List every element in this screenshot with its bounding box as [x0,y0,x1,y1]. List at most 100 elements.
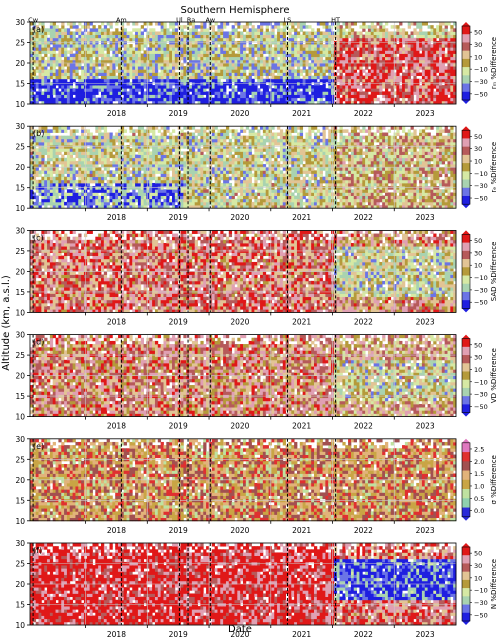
heatmap-cell [192,189,195,193]
heatmap-cell [374,79,377,83]
heatmap-cell [118,142,121,146]
heatmap-cell [166,170,169,174]
heatmap-cell [439,88,442,92]
heatmap-cell [436,91,439,95]
heatmap-cell [388,47,391,51]
heatmap-cell [169,167,172,171]
heatmap-cell [75,170,78,174]
heatmap-cell [118,38,121,42]
heatmap-cell [382,25,385,29]
heatmap-cell [129,88,132,92]
heatmap-cell [328,57,331,61]
heatmap-cell [78,85,81,89]
heatmap-cell [101,180,104,184]
heatmap-cell [408,63,411,67]
heatmap-cell [340,50,343,54]
heatmap-cell [115,199,118,203]
heatmap-cell [158,183,161,187]
heatmap-cell [98,189,101,193]
heatmap-cell [172,88,175,92]
heatmap-cell [252,28,255,32]
heatmap-cell [382,63,385,67]
heatmap-cell [237,79,240,83]
heatmap-cell [112,54,115,58]
heatmap-cell [192,79,195,83]
heatmap-cell [155,192,158,196]
heatmap-cell [351,44,354,48]
heatmap-cell [200,142,203,146]
heatmap-cell [240,35,243,39]
heatmap-cell [243,25,246,29]
heatmap-cell [249,31,252,35]
heatmap-cell [200,151,203,155]
heatmap-cell [98,98,101,102]
heatmap-cell [402,50,405,54]
heatmap-cell [107,69,110,73]
heatmap-cell [328,91,331,95]
heatmap-cell [416,47,419,51]
heatmap-cell [166,167,169,171]
heatmap-cell [67,199,70,203]
heatmap-cell [146,180,149,184]
heatmap-cell [419,31,422,35]
heatmap-cell [110,161,113,165]
heatmap-cell [172,57,175,61]
heatmap-cell [374,28,377,32]
heatmap-cell [98,25,101,29]
heatmap-cell [87,133,90,137]
heatmap-cell [158,155,161,159]
heatmap-cell [220,35,223,39]
heatmap-cell [149,151,152,155]
heatmap-cell [203,38,206,42]
heatmap-cell [419,66,422,70]
heatmap-cell [362,44,365,48]
heatmap-cell [61,189,64,193]
heatmap-cell [447,76,450,80]
heatmap-cell [44,183,47,187]
heatmap-cell [155,66,158,70]
heatmap-cell [433,50,436,54]
heatmap-cell [118,50,121,54]
heatmap-cell [112,180,115,184]
heatmap-cell [53,199,56,203]
heatmap-cell [254,63,257,67]
heatmap-cell [294,38,297,42]
heatmap-cell [200,139,203,143]
heatmap-cell [419,44,422,48]
heatmap-cell [305,79,308,83]
heatmap-cell [172,189,175,193]
heatmap-cell [405,91,408,95]
heatmap-cell [175,35,178,39]
heatmap-cell [104,28,107,32]
heatmap-cell [348,31,351,35]
heatmap-cell [200,57,203,61]
heatmap-cell [175,151,178,155]
heatmap-cell [396,95,399,99]
heatmap-cell [288,57,291,61]
heatmap-cell [181,180,184,184]
heatmap-cell [138,28,141,32]
heatmap-cell [90,69,93,73]
event-label-ul: Ul [176,16,183,24]
heatmap-cell [217,66,220,70]
heatmap-cell [379,25,382,29]
heatmap-cell [342,31,345,35]
heatmap-cell [36,151,39,155]
heatmap-cell [92,192,95,196]
heatmap-cell [53,25,56,29]
heatmap-cell [75,151,78,155]
heatmap-cell [90,63,93,67]
heatmap-cell [132,148,135,152]
heatmap-cell [98,63,101,67]
heatmap-cell [263,47,266,51]
heatmap-cell [413,28,416,32]
heatmap-cell [135,28,138,32]
heatmap-cell [44,88,47,92]
heatmap-cell [75,202,78,206]
heatmap-cell [198,174,201,178]
heatmap-cell [172,72,175,76]
heatmap-cell [39,174,42,178]
heatmap-cell [212,54,215,58]
heatmap-cell [314,35,317,39]
heatmap-cell [362,35,365,39]
